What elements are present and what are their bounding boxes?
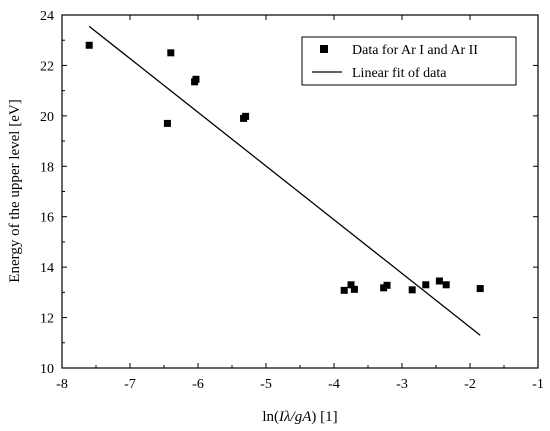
y-axis-title: Energy of the upper level [eV] [7, 99, 23, 282]
x-tick-label: -6 [192, 377, 204, 392]
x-tick-label: -7 [124, 377, 136, 392]
axis-ticks [61, 14, 539, 369]
y-tick-label: 14 [40, 261, 54, 276]
y-tick-label: 12 [40, 312, 54, 327]
data-point [435, 277, 443, 285]
data-point [383, 281, 391, 289]
y-tick-label: 22 [40, 59, 54, 74]
y-tick-label: 20 [40, 110, 54, 125]
y-tick-label: 10 [40, 362, 54, 377]
y-tick-label: 18 [40, 160, 54, 175]
data-point [167, 49, 175, 57]
data-point [476, 285, 484, 293]
legend-box [301, 36, 517, 86]
data-point [85, 41, 93, 49]
data-point [347, 281, 355, 289]
x-tick-label: -5 [260, 377, 272, 392]
x-tick-label: -2 [464, 377, 476, 392]
data-point [242, 112, 250, 120]
axis-tick-labels: -8 -7 -6 -5 -4 -3 -2 -1 10 12 14 16 18 20 22 24 [40, 9, 544, 392]
fit-line [88, 25, 481, 336]
y-tick-label: 16 [40, 211, 54, 226]
x-tick-label: -3 [396, 377, 408, 392]
data-point [422, 281, 430, 289]
legend: Data for Ar I and Ar II Linear fit of da… [301, 36, 517, 86]
data-layer [85, 25, 484, 336]
data-point [408, 286, 416, 294]
legend-label-fit: Linear fit of data [352, 66, 447, 81]
data-point [350, 285, 358, 293]
data-point [442, 281, 450, 289]
data-point [192, 75, 200, 83]
x-tick-label: -1 [532, 377, 544, 392]
legend-label-data: Data for Ar I and Ar II [352, 43, 478, 58]
data-point [340, 286, 348, 294]
x-axis-title: ln(Iλ/gA) [1] [262, 409, 337, 425]
legend-marker-data [320, 45, 328, 53]
data-point [163, 119, 171, 127]
x-tick-label: -8 [56, 377, 68, 392]
y-tick-label: 24 [40, 9, 54, 24]
x-tick-label: -4 [328, 377, 340, 392]
